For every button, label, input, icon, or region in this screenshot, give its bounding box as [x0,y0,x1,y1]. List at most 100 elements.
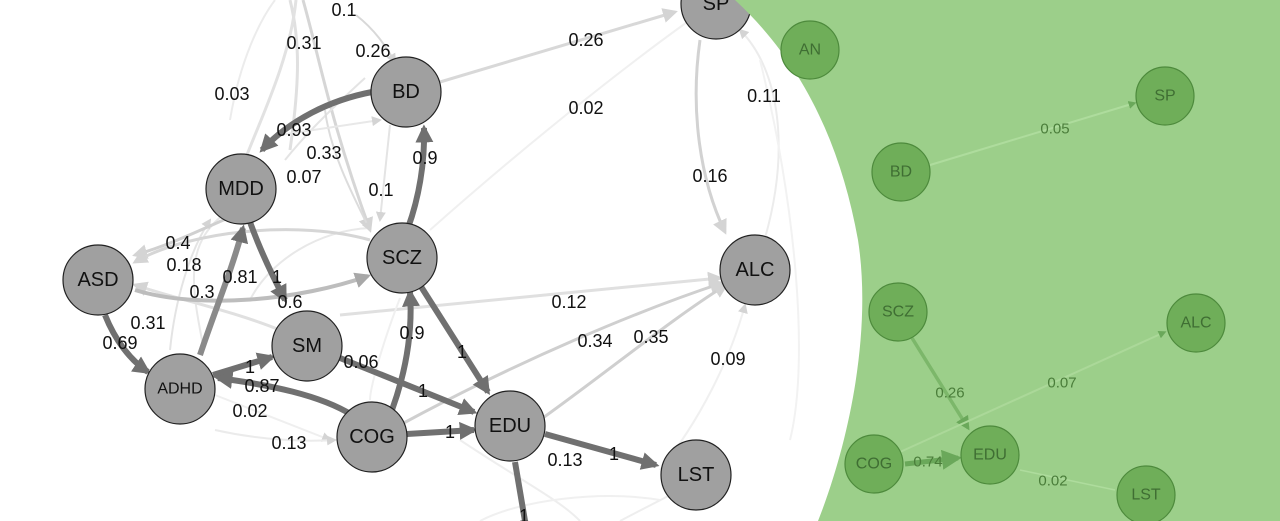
overlay-node-an[interactable]: AN [780,20,840,80]
edge-label: 0.35 [633,327,668,347]
edge-label: 0.87 [244,376,279,396]
node-label: SCZ [382,247,422,269]
edge-label: 0.07 [286,167,321,187]
edge-label: 1 [519,506,529,521]
node-label: EDU [489,415,531,437]
edge [212,352,276,378]
edge-label: 0.3 [189,282,214,302]
main-edge-labels: 0.1 0.31 0.26 0.26 0.03 0.02 0.11 0.93 0… [102,0,780,521]
overlay-node-edu[interactable]: EDU [960,425,1020,485]
edge [214,429,337,446]
node-label: SM [292,335,322,357]
node-label: COG [349,426,395,448]
edge [417,283,491,396]
overlay-node-scz[interactable]: SCZ [868,282,928,342]
node-asd[interactable]: ASD [62,244,134,316]
edge-label: 1 [418,381,428,401]
edge-label: 0.12 [551,292,586,312]
overlay-node-alc[interactable]: ALC [1166,293,1226,353]
edge-label: 0.06 [343,352,378,372]
node-cog[interactable]: COG [336,401,408,473]
edge [904,449,962,470]
edge-label: 0.93 [276,120,311,140]
node-label: SP [1154,88,1175,105]
node-alc[interactable]: ALC [719,234,791,306]
edge-label: 1 [272,267,282,287]
edge-label: 0.69 [102,333,137,353]
edge [214,394,332,442]
edge [249,227,371,301]
overlay-panel [735,0,1280,521]
node-label: SP [703,0,730,15]
overlay-edges [899,101,1167,491]
node-label: SCZ [882,304,914,321]
node-label: MDD [218,178,264,200]
edge [429,19,691,231]
edge-label: 1 [609,444,619,464]
edge [479,495,661,521]
edge [102,313,151,375]
node-label: BD [392,81,420,103]
edge [301,0,373,233]
edge-label: 1 [445,422,455,442]
edge [355,14,397,64]
edge-label: 0.1 [331,0,356,20]
edge-label: 0.74 [913,454,942,471]
edge [243,0,298,161]
edge [375,124,391,222]
node-label: ALC [736,259,775,281]
edge-label: 0.05 [1040,121,1069,138]
overlay-node-bd[interactable]: BD [871,142,931,202]
edge-label: 0.03 [214,84,249,104]
edge-label: 0.31 [286,33,321,53]
node-label: AN [799,42,821,59]
edge-label: 0.26 [355,41,390,61]
overlay-node-lst[interactable]: LST [1116,465,1176,521]
node-scz[interactable]: SCZ [366,222,438,294]
edge [406,421,478,440]
node-sp[interactable]: SP [680,0,752,40]
edge [324,109,371,232]
edge [197,224,249,356]
node-edu[interactable]: EDU [474,390,546,462]
node-bd[interactable]: BD [370,56,442,128]
overlay-edge-labels: 0.05 0.26 0.07 0.74 0.02 [913,121,1076,490]
edge-label: 0.18 [166,255,201,275]
node-label: LST [678,464,715,486]
edge-label: 0.07 [1047,375,1076,392]
edge-label: 0.13 [271,433,306,453]
edge [899,330,1167,453]
edge-label: 0.02 [568,98,603,118]
edge [247,220,288,304]
edge [1019,469,1116,491]
node-lst[interactable]: LST [660,439,732,511]
edge-label: 0.11 [747,86,781,106]
edge [229,0,276,121]
edge [929,101,1137,166]
edge-label: 0.13 [547,450,582,470]
edge [694,39,727,235]
edge-label: 0.1 [368,180,393,200]
edge-label: 0.31 [130,313,165,333]
node-sm[interactable]: SM [271,310,343,382]
edge-label: 0.81 [222,267,257,287]
edge-label: 0.4 [165,233,190,253]
edge [459,439,581,521]
edge [169,218,212,351]
edge [339,271,723,317]
edge-label: 0.09 [710,349,745,369]
edge [512,461,528,521]
edge-label: 0.26 [568,30,603,50]
node-adhd[interactable]: ADHD [144,353,216,425]
overlay-node-cog[interactable]: COG [844,434,904,494]
edge-label: 0.26 [935,385,964,402]
edge-label: 0.02 [1038,473,1067,490]
edge [539,283,729,422]
main-nodes: SP BD MDD ASD SCZ ALC SM ADHD [62,0,791,511]
node-mdd[interactable]: MDD [205,153,277,225]
edge [405,124,434,230]
main-edges [102,0,800,521]
overlay-node-sp[interactable]: SP [1135,66,1195,126]
overlay-nodes: AN SP BD SCZ ALC COG EDU LST [780,20,1226,521]
